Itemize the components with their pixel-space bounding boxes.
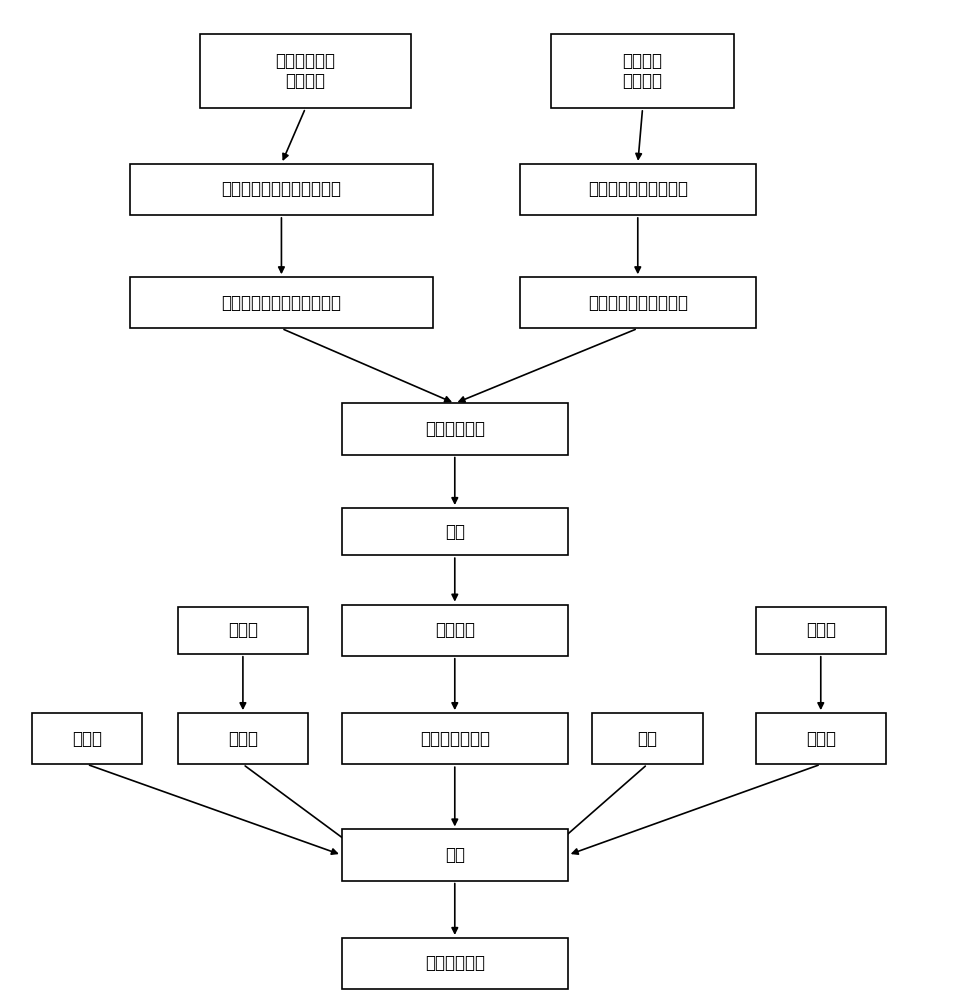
FancyBboxPatch shape (342, 403, 568, 455)
FancyBboxPatch shape (520, 277, 756, 328)
FancyBboxPatch shape (551, 34, 734, 108)
Text: 酿酒酵母一级种子培养: 酿酒酵母一级种子培养 (588, 180, 688, 198)
FancyBboxPatch shape (756, 606, 886, 654)
Text: 枯草芽孢杆菌
斜面培养: 枯草芽孢杆菌 斜面培养 (276, 52, 335, 90)
Text: 锯末屑: 锯末屑 (228, 621, 258, 639)
FancyBboxPatch shape (342, 938, 568, 989)
FancyBboxPatch shape (130, 164, 433, 215)
Text: 酿酒酵母二级种子培养: 酿酒酵母二级种子培养 (588, 294, 688, 312)
Text: 饮用水: 饮用水 (72, 730, 102, 748)
FancyBboxPatch shape (592, 713, 702, 764)
Text: 枯草芽孢杆菌二级种子培养: 枯草芽孢杆菌二级种子培养 (222, 294, 341, 312)
FancyBboxPatch shape (756, 713, 886, 764)
Text: 混合发酵培养: 混合发酵培养 (425, 420, 485, 438)
FancyBboxPatch shape (342, 829, 568, 881)
Text: 枯草芽孢杆菌一级种子培养: 枯草芽孢杆菌一级种子培养 (222, 180, 341, 198)
Text: 生物保健垫料: 生物保健垫料 (425, 954, 485, 972)
FancyBboxPatch shape (342, 713, 568, 764)
Text: 谷壳: 谷壳 (637, 730, 658, 748)
FancyBboxPatch shape (342, 508, 568, 555)
FancyBboxPatch shape (520, 164, 756, 215)
FancyBboxPatch shape (130, 277, 433, 328)
FancyBboxPatch shape (342, 605, 568, 656)
Text: 喷雾干燥: 喷雾干燥 (435, 621, 475, 639)
FancyBboxPatch shape (31, 713, 143, 764)
Text: 粗粉碎: 粗粉碎 (228, 730, 258, 748)
Text: 复合微生物菌剂: 复合微生物菌剂 (420, 730, 489, 748)
Text: 细粉碎: 细粉碎 (806, 730, 835, 748)
Text: 酿酒酵母
斜面培养: 酿酒酵母 斜面培养 (622, 52, 662, 90)
FancyBboxPatch shape (178, 713, 308, 764)
FancyBboxPatch shape (199, 34, 411, 108)
Text: 浓缩: 浓缩 (445, 523, 465, 541)
Text: 中草药: 中草药 (806, 621, 835, 639)
Text: 混合: 混合 (445, 846, 465, 864)
FancyBboxPatch shape (178, 606, 308, 654)
